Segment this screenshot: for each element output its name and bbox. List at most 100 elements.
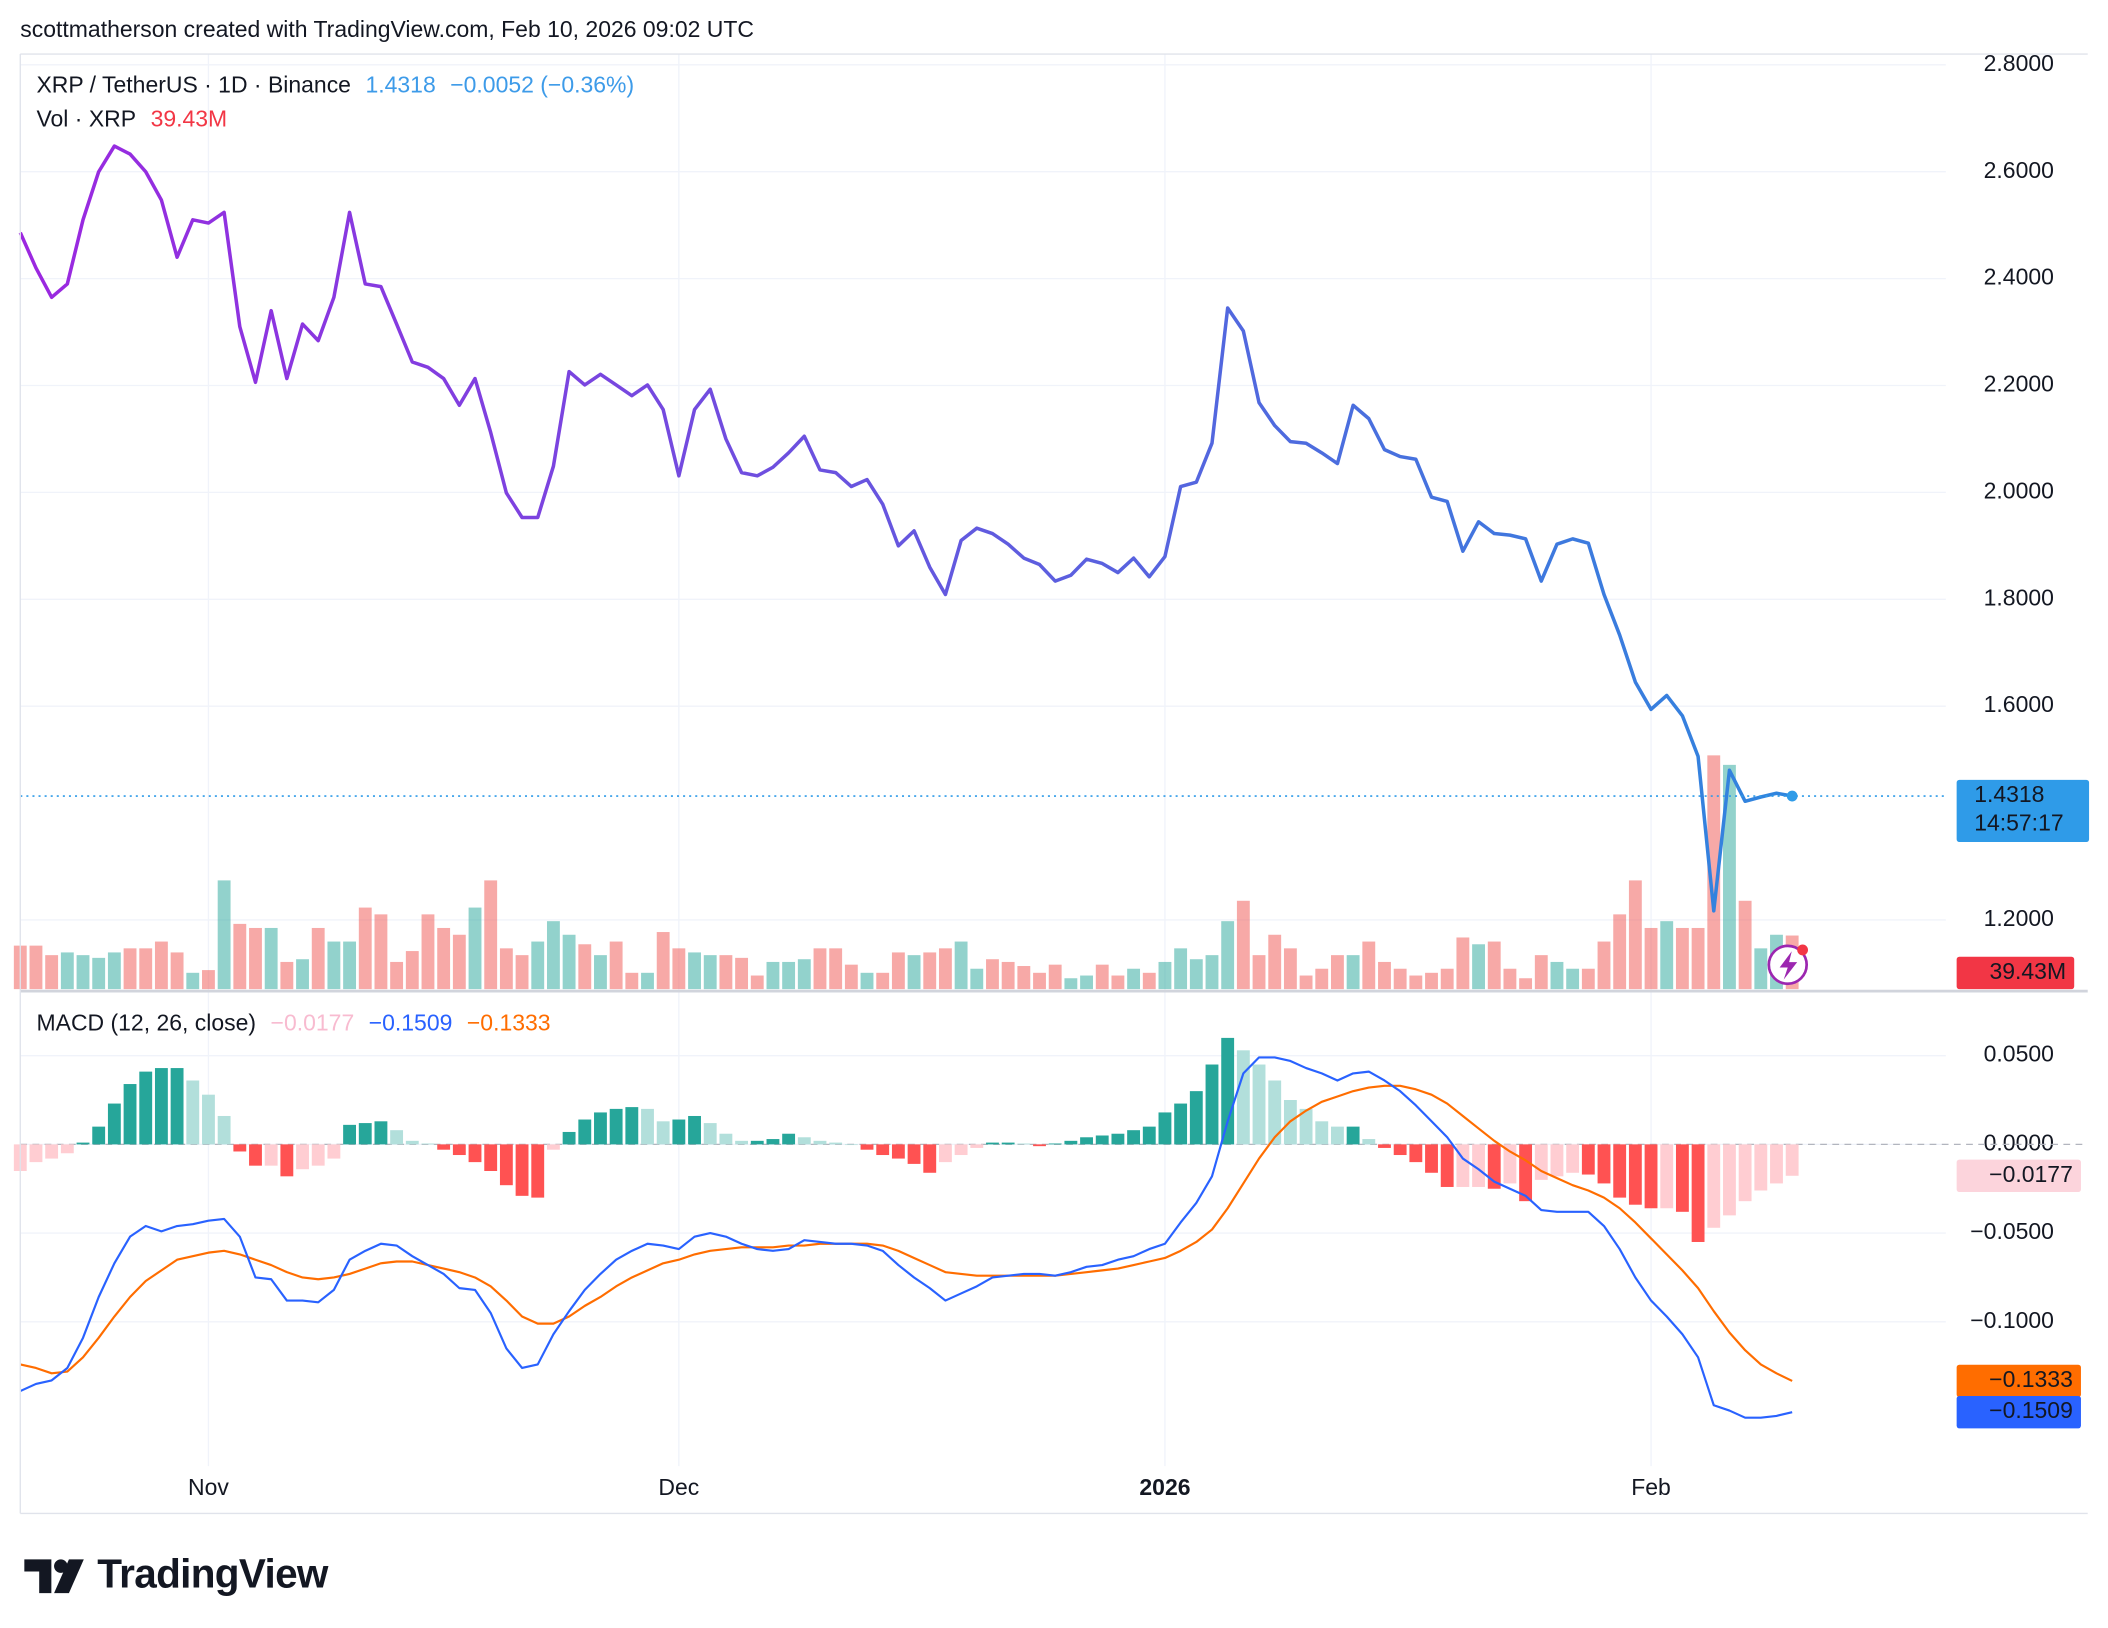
volume-bar bbox=[1675, 927, 1689, 990]
price-legend: XRP / TetherUS · 1D · Binance 1.4318 −0.… bbox=[37, 72, 635, 98]
histogram-bar bbox=[1472, 1144, 1485, 1187]
data-layer bbox=[13, 144, 2088, 1419]
histogram-bar bbox=[1001, 1142, 1015, 1145]
histogram-bar bbox=[750, 1140, 764, 1145]
signal-badge bbox=[1956, 1364, 2081, 1398]
volume-bar bbox=[1425, 972, 1438, 990]
histogram-bar bbox=[1723, 1144, 1736, 1216]
macd-line bbox=[19, 1056, 1793, 1419]
y-tick-label: 2.2000 bbox=[1984, 371, 2054, 397]
legend-signal: −0.1333 bbox=[467, 1009, 551, 1035]
volume-bar bbox=[1378, 961, 1391, 990]
volume-bar bbox=[1033, 972, 1046, 990]
histogram-bar bbox=[170, 1068, 184, 1145]
y-tick-label: −0.0500 bbox=[1970, 1218, 2054, 1244]
volume-bar bbox=[60, 952, 74, 990]
histogram-bar bbox=[1205, 1064, 1219, 1145]
volume-bar bbox=[703, 955, 717, 990]
histogram-bar bbox=[876, 1144, 890, 1156]
volume-bar bbox=[938, 948, 952, 990]
volume-bar bbox=[1236, 900, 1250, 990]
histogram-bar bbox=[1754, 1144, 1768, 1191]
histogram-bar bbox=[546, 1144, 560, 1150]
volume-bar bbox=[641, 972, 654, 990]
histogram-bar bbox=[1331, 1126, 1344, 1145]
histogram-bar bbox=[1127, 1130, 1141, 1145]
histogram-bar bbox=[656, 1121, 670, 1145]
histogram-bar bbox=[390, 1130, 404, 1145]
volume-bar bbox=[594, 955, 607, 990]
histogram-bar bbox=[29, 1144, 43, 1163]
volume-bar bbox=[468, 907, 482, 990]
volume-bar bbox=[1503, 968, 1517, 990]
histogram-bar bbox=[1346, 1126, 1360, 1145]
histogram-bar bbox=[1111, 1133, 1125, 1145]
histogram-bar bbox=[1534, 1144, 1548, 1180]
volume-bar bbox=[421, 914, 435, 990]
volume-bar bbox=[327, 941, 341, 990]
volume-bar bbox=[296, 959, 309, 990]
volume-bar bbox=[923, 952, 937, 990]
volume-bar bbox=[186, 972, 200, 990]
macd-name: MACD (12, 26, close) bbox=[37, 1009, 257, 1035]
volume-bar bbox=[1456, 937, 1470, 990]
volume-bar bbox=[562, 934, 576, 990]
histogram-bar bbox=[829, 1142, 843, 1145]
volume-bar bbox=[499, 948, 513, 990]
histogram-bar bbox=[1550, 1144, 1564, 1177]
histogram-bar bbox=[1095, 1135, 1109, 1145]
volume-bar bbox=[170, 952, 184, 990]
logo-mark bbox=[24, 1559, 52, 1594]
volume-bar bbox=[1362, 941, 1376, 990]
signal-badge-value: −0.1333 bbox=[1989, 1366, 2073, 1392]
histogram-bar bbox=[1770, 1144, 1783, 1184]
histogram-bar bbox=[907, 1144, 921, 1164]
histogram-bar bbox=[374, 1121, 388, 1145]
histogram-bar bbox=[186, 1080, 200, 1145]
y-tick-label: 1.2000 bbox=[1984, 905, 2054, 931]
volume-name: Vol · XRP bbox=[37, 105, 137, 131]
volume-bar bbox=[1142, 972, 1156, 990]
volume-bar bbox=[1644, 927, 1658, 990]
legend-volume: 39.43M bbox=[151, 105, 228, 131]
histogram-bar bbox=[1660, 1144, 1674, 1209]
histogram-bar bbox=[735, 1140, 749, 1145]
volume-bar bbox=[92, 957, 106, 990]
volume-bar bbox=[813, 948, 827, 990]
volume-bar bbox=[1550, 961, 1564, 990]
volume-bar bbox=[374, 914, 388, 990]
volume-bar bbox=[107, 952, 121, 990]
alert-icon[interactable] bbox=[1767, 944, 1809, 986]
volume-bar bbox=[688, 952, 701, 990]
histogram-bar bbox=[986, 1142, 999, 1145]
volume-bar bbox=[829, 948, 843, 990]
histogram-bar bbox=[1236, 1050, 1250, 1145]
volume-bar bbox=[217, 880, 231, 990]
legend-histogram: −0.0177 bbox=[271, 1009, 355, 1035]
logo-slash bbox=[54, 1559, 84, 1594]
volume-bar bbox=[1487, 941, 1501, 990]
volume-bar bbox=[1393, 968, 1407, 990]
histogram-bar bbox=[1409, 1144, 1423, 1163]
histogram-bar bbox=[1487, 1144, 1501, 1189]
volume-bar bbox=[1221, 921, 1235, 990]
histogram-bar bbox=[813, 1140, 827, 1145]
histogram-bar bbox=[280, 1144, 294, 1177]
histogram-bar bbox=[1644, 1144, 1658, 1209]
volume-bar bbox=[625, 972, 639, 990]
histogram-bar bbox=[703, 1123, 717, 1145]
histogram-bar bbox=[1362, 1139, 1376, 1145]
volume-bar bbox=[233, 923, 247, 990]
legend-macd: −0.1509 bbox=[369, 1009, 453, 1035]
symbol: XRP / TetherUS · 1D · Binance bbox=[37, 72, 351, 98]
histogram-bar bbox=[1425, 1144, 1438, 1173]
histogram-bar bbox=[202, 1094, 215, 1145]
volume-bar bbox=[1707, 755, 1721, 990]
histogram-bar bbox=[123, 1084, 137, 1145]
histogram-bar bbox=[1080, 1137, 1093, 1145]
volume-bar bbox=[1283, 948, 1297, 990]
volume-bar bbox=[484, 880, 498, 990]
caption: scottmatherson created with TradingView.… bbox=[20, 16, 754, 42]
volume-bar bbox=[390, 961, 404, 990]
volume-bar bbox=[766, 961, 780, 990]
